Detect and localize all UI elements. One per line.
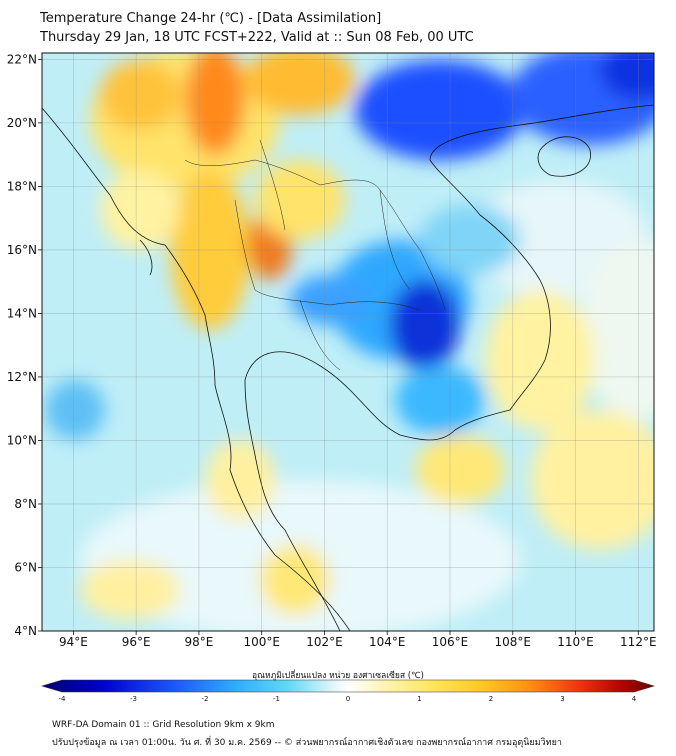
map-title: Temperature Change 24-hr (℃) - [Data Ass… [40,11,382,26]
footer-update-info: ปรับปรุงข้อมูล ณ เวลา 01:00น. วัน ศ. ที่… [52,738,562,748]
colorbar-tick-label: 2 [488,695,494,703]
lat-tick-label: 12°N [7,370,37,384]
longitude-axis: 94°E 96°E 98°E 100°E 102°E 104°E 106°E 108°E 110… [59,631,657,649]
lat-tick-label: 16°N [7,243,37,257]
map-frame [41,52,655,632]
temperature-field [42,53,654,631]
latitude-axis: 22°N 20°N 18°N 16°N 14°N 12°N 10°N 8°N 6°N 4°N [7,52,42,638]
lat-tick-label: 14°N [7,306,37,320]
coastlines [42,104,654,631]
colorbar [40,679,656,693]
lon-tick-label: 102°E [306,635,343,649]
province-borders [184,139,446,371]
lon-tick-label: 94°E [59,635,88,649]
lon-tick-label: 100°E [243,635,280,649]
lat-tick-label: 6°N [14,560,37,574]
lon-tick-label: 112°E [620,635,657,649]
colorbar-tick-label: 0 [345,695,351,703]
colorbar-tick-label: -1 [273,695,280,703]
lat-tick-label: 4°N [14,624,37,638]
colorbar-tick-label: 3 [560,695,565,703]
footer-model-info: WRF-DA Domain 01 :: Grid Resolution 9km … [52,720,275,730]
lat-tick-label: 8°N [14,497,37,511]
lon-tick-label: 108°E [495,635,532,649]
map-subtitle: Thursday 29 Jan, 18 UTC FCST+222, Valid … [40,30,474,45]
lon-tick-label: 110°E [557,635,594,649]
lon-tick-label: 98°E [184,635,213,649]
colorbar-label: อุณหภูมิเปลี่ยนแปลง หน่วย องศาเซลเซียส (… [252,671,424,681]
colorbar-gradient [40,679,656,693]
lat-tick-label: 20°N [7,116,37,130]
colorbar-tick-label: 4 [631,695,637,703]
colorbar-tick-label: 1 [417,695,422,703]
colorbar-tick-label: -2 [201,695,209,703]
lat-tick-label: 10°N [7,433,37,447]
colorbar-tick-label: -3 [130,695,137,703]
colorbar-tick-label: -4 [58,695,66,703]
lon-tick-label: 96°E [122,635,151,649]
lon-tick-label: 104°E [369,635,406,649]
lat-tick-label: 22°N [7,52,37,66]
gridlines [42,53,654,632]
lon-tick-label: 106°E [432,635,469,649]
lat-tick-label: 18°N [7,179,37,193]
